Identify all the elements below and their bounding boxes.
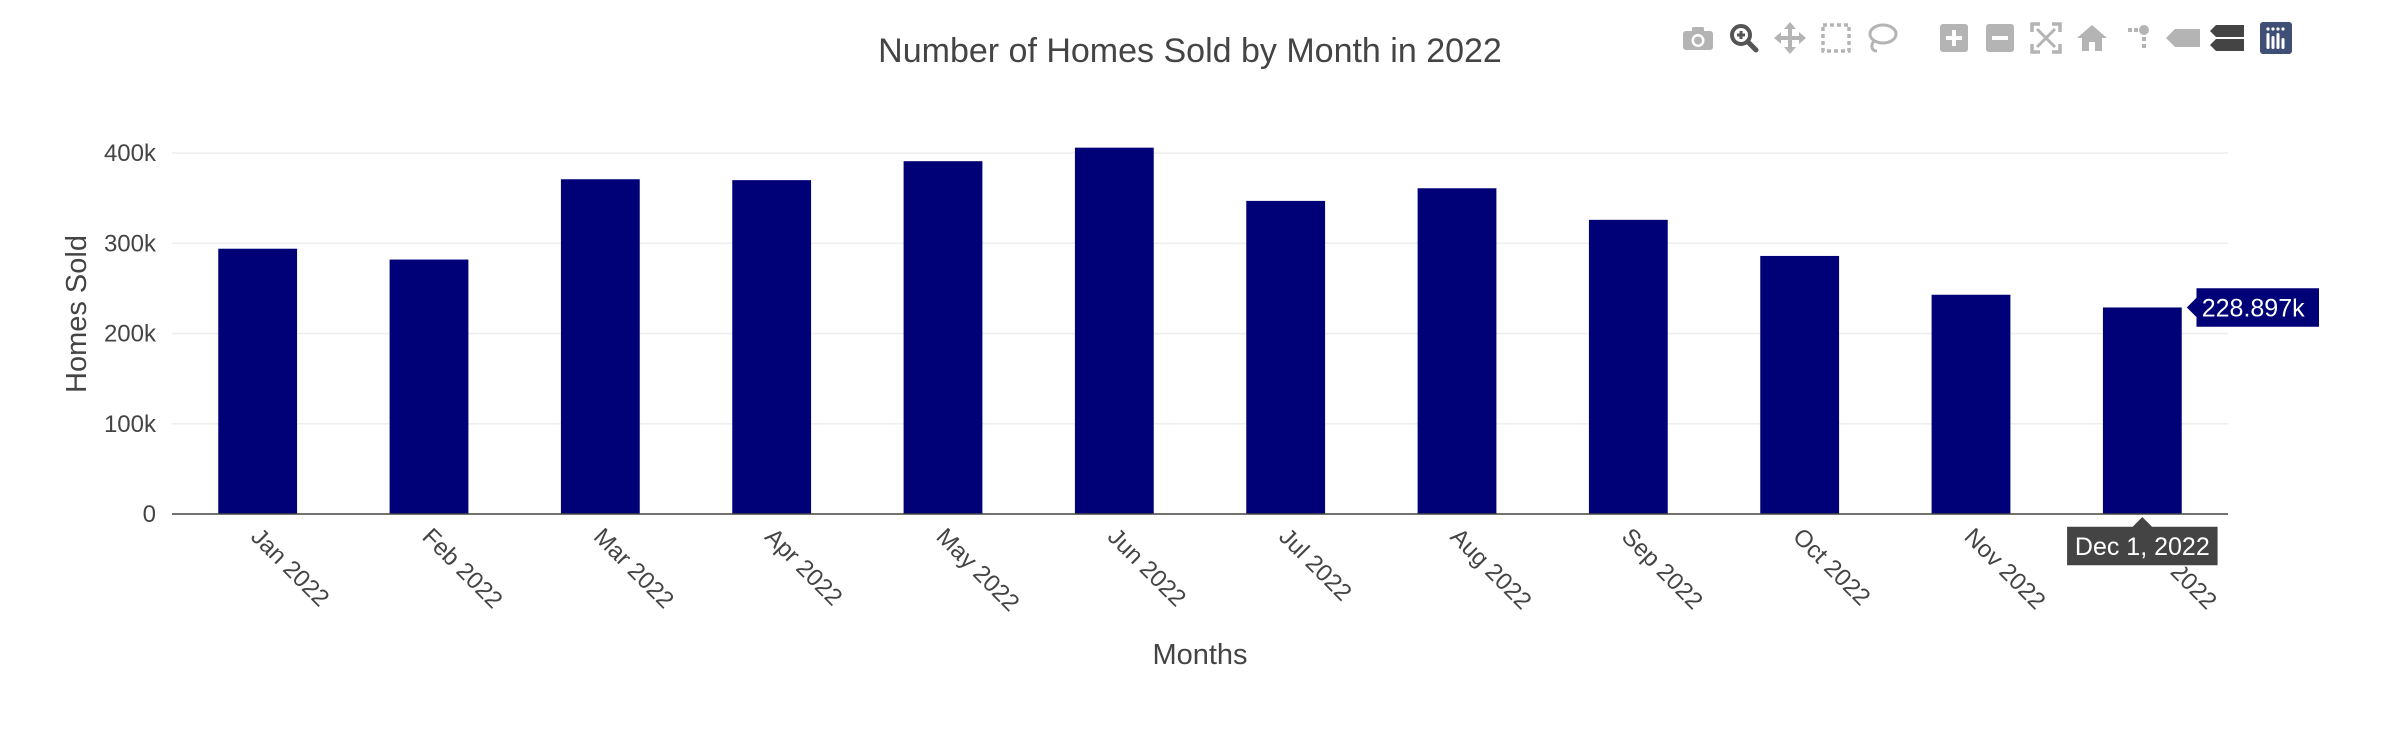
bar[interactable] xyxy=(389,259,469,514)
x-axis-title: Months xyxy=(1152,639,1247,671)
chart-title: Number of Homes Sold by Month in 2022 xyxy=(878,32,1502,70)
bar[interactable] xyxy=(1246,200,1326,515)
zoom-icon[interactable] xyxy=(1726,18,1762,58)
hover-x-label: Dec 1, 2022 xyxy=(2065,514,2220,567)
x-tick-label: Oct 2022 xyxy=(1787,523,1875,611)
y-tick-label: 300k xyxy=(104,230,157,257)
hover-labels: 228.897k Dec 1, 2022 xyxy=(2065,286,2321,567)
autoscale-icon[interactable] xyxy=(2028,18,2064,58)
x-tick-label: Apr 2022 xyxy=(759,523,847,611)
x-tick-label: May 2022 xyxy=(931,523,1025,617)
x-tick-label: Sep 2022 xyxy=(1616,523,1708,615)
bar[interactable] xyxy=(218,248,298,514)
hover-value-label: 228.897k xyxy=(2184,286,2321,329)
bar[interactable] xyxy=(1417,188,1497,514)
y-tick-label: 200k xyxy=(104,321,157,348)
x-tick-label: Mar 2022 xyxy=(588,523,679,614)
y-tick-labels: 0 100k 200k 300k 400k xyxy=(104,140,157,528)
gridlines xyxy=(172,152,2228,425)
hover-compare-icon[interactable] xyxy=(2210,18,2246,58)
bar[interactable] xyxy=(1074,147,1154,514)
box-select-icon[interactable] xyxy=(1818,18,1854,58)
hover-closest-icon[interactable] xyxy=(2166,18,2202,58)
zoom-in-icon[interactable] xyxy=(1936,18,1972,58)
hover-value-text: 228.897k xyxy=(2202,294,2305,322)
bar[interactable] xyxy=(560,179,640,514)
hover-value-box xyxy=(2184,286,2321,329)
y-tick-label: 100k xyxy=(104,411,157,438)
bar[interactable] xyxy=(732,180,812,515)
lasso-select-icon[interactable] xyxy=(1864,18,1900,58)
hover-x-box xyxy=(2065,514,2220,567)
hover-x-text: Dec 1, 2022 xyxy=(2075,533,2210,561)
plotly-logo-icon[interactable] xyxy=(2258,18,2294,58)
camera-icon[interactable] xyxy=(1680,18,1716,58)
spike-lines-icon[interactable] xyxy=(2120,18,2156,58)
y-tick-label: 400k xyxy=(104,140,157,167)
bar[interactable] xyxy=(903,161,983,514)
bar[interactable] xyxy=(1931,294,2011,514)
bar[interactable] xyxy=(2102,307,2182,514)
bar[interactable] xyxy=(1760,255,1840,515)
x-tick-label: Feb 2022 xyxy=(417,523,508,614)
x-tick-labels: Jan 2022 Feb 2022 Mar 2022 Apr 2022 May 2022… xyxy=(245,523,2221,617)
zoom-out-icon[interactable] xyxy=(1982,18,2018,58)
pan-icon[interactable] xyxy=(1772,18,1808,58)
x-tick-label: Jul 2022 xyxy=(1273,523,1356,606)
x-tick-label: Jun 2022 xyxy=(1102,523,1191,612)
x-tick-label: Jan 2022 xyxy=(245,523,334,612)
y-axis-title: Homes Sold xyxy=(61,235,93,393)
bars xyxy=(218,147,2182,515)
x-tick-label: Aug 2022 xyxy=(1445,523,1537,615)
x-tick-label: Nov 2022 xyxy=(1959,523,2051,615)
y-tick-label: 0 xyxy=(143,501,156,528)
reset-axes-icon[interactable] xyxy=(2074,18,2110,58)
bar[interactable] xyxy=(1588,219,1668,514)
